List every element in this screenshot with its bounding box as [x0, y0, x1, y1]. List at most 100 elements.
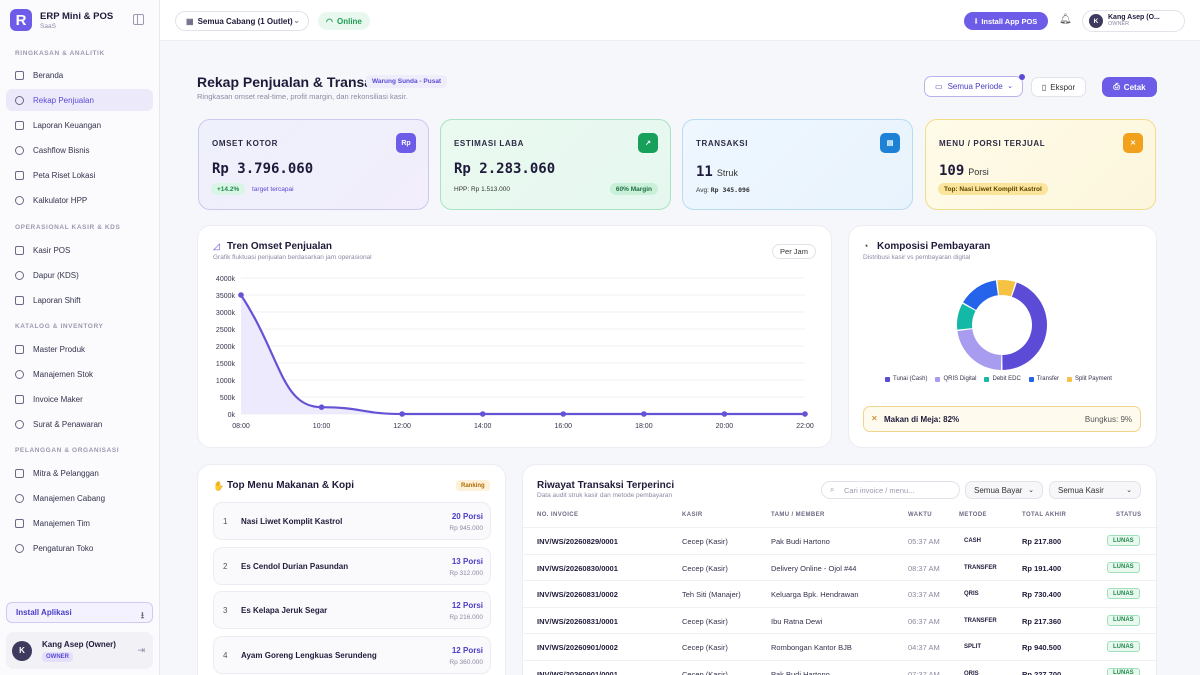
data-point[interactable] — [479, 411, 486, 417]
sidebar-item-kasir-pos[interactable]: Kasir POS — [6, 239, 153, 261]
user-menu[interactable]: K Kang Asep (O... OWNER — [1082, 10, 1185, 32]
table-row[interactable]: INV/WS/20260901/0002 Cecep (Kasir) Rombo… — [523, 633, 1156, 660]
sidebar-section-label: OPERASIONAL KASIR & KDS — [15, 224, 121, 231]
search-icon: ⌕ — [830, 485, 835, 494]
cell-waktu: 04:37 AM — [908, 643, 940, 652]
data-point[interactable] — [721, 411, 728, 417]
sidebar-item-mitra-pelanggan[interactable]: Mitra & Pelanggan — [6, 462, 153, 484]
outlet-badge: Warung Sunda - Pusat — [366, 75, 448, 88]
sidebar-item-pengaturan-toko[interactable]: Pengaturan Toko — [6, 537, 153, 559]
sidebar-item-surat-penawaran[interactable]: Surat & Penawaran — [6, 413, 153, 435]
print-button[interactable]: ⎙ Cetak — [1102, 77, 1157, 97]
stat-note: target tercapai — [252, 186, 294, 193]
data-point[interactable] — [802, 411, 808, 417]
cell-total: Rp 191.400 — [1022, 563, 1062, 573]
legend-item: Tunai (Cash) — [885, 376, 927, 382]
data-point[interactable] — [399, 411, 405, 417]
avatar: K — [1089, 14, 1103, 28]
rank-number: 2 — [223, 561, 228, 571]
sidebar-item-label: Manajemen Tim — [33, 518, 90, 528]
sidebar-item-laporan-shift[interactable]: Laporan Shift — [6, 289, 153, 311]
donut-slice[interactable] — [957, 303, 976, 330]
stat-label: MENU / PORSI TERJUAL — [939, 139, 1046, 148]
status-badge: LUNAS — [1107, 641, 1140, 652]
branch-selector[interactable]: ▦ Semua Cabang (1 Outlet) ⌄ — [175, 11, 309, 31]
donut-slice[interactable] — [997, 280, 1016, 297]
table-row[interactable]: INV/WS/20260901/0001 Cecep (Kasir) Pak B… — [523, 659, 1156, 675]
stat-card-omset: OMSET KOTOR Rp Rp 3.796.060 +14.2% targe… — [198, 119, 429, 210]
data-point[interactable] — [641, 411, 647, 417]
x-tick-label: 22:00 — [796, 423, 814, 430]
sidebar-item-rekap-penjualan[interactable]: Rekap Penjualan — [6, 89, 153, 111]
legend-item: QRIS Digital — [935, 376, 976, 382]
calendar-icon: ▭ — [935, 82, 943, 91]
sidebar-item-label: Cashflow Bisnis — [33, 145, 90, 155]
sidebar-item-kalkulator-hpp[interactable]: Kalkulator HPP — [6, 189, 153, 211]
table-row[interactable]: INV/WS/20260829/0001 Cecep (Kasir) Pak B… — [523, 527, 1156, 554]
cell-invoice: INV/WS/20260829/0001 — [537, 537, 618, 546]
sidebar-item-cashflow-bisnis[interactable]: Cashflow Bisnis — [6, 139, 153, 161]
dine-summary: ✕ Makan di Meja: 82% Bungkus: 9% — [863, 406, 1141, 432]
donut-slice[interactable] — [1002, 282, 1047, 370]
filter-cashier-select[interactable]: Semua Kasir ⌄ — [1049, 481, 1141, 499]
table-row[interactable]: INV/WS/20260831/0002 Teh Siti (Manajer) … — [523, 580, 1156, 607]
cell-tamu: Keluarga Bpk. Hendrawan — [771, 590, 859, 599]
sidebar-item-invoice-maker[interactable]: Invoice Maker — [6, 388, 153, 410]
filter-payment-select[interactable]: Semua Bayar ⌄ — [965, 481, 1043, 499]
table-row[interactable]: INV/WS/20260831/0001 Cecep (Kasir) Ibu R… — [523, 606, 1156, 634]
series-line — [240, 294, 805, 416]
data-point[interactable] — [238, 292, 244, 298]
manajemen-cabang-icon — [15, 493, 24, 503]
cell-invoice: INV/WS/20260831/0002 — [537, 590, 618, 599]
transaksi-count: 11 — [696, 164, 713, 180]
avg-label: Avg: — [696, 187, 709, 194]
stat-value: Rp 2.283.060 — [454, 161, 556, 177]
menu-rank-item[interactable]: 2 Es Cendol Durian Pasundan 13 Porsi Rp … — [213, 546, 491, 585]
search-input[interactable]: ⌕ Cari invoice / menu... — [821, 481, 960, 499]
sidebar-item-label: Manajemen Stok — [33, 369, 94, 379]
brand-subtitle: SaaS — [40, 22, 56, 30]
menu-rank-item[interactable]: 3 Es Kelapa Jeruk Segar 12 Porsi Rp 216.… — [213, 591, 491, 629]
branch-label: Semua Cabang (1 Outlet) — [197, 16, 293, 26]
table-row[interactable]: INV/WS/20260830/0001 Cecep (Kasir) Deliv… — [523, 553, 1156, 581]
bell-icon[interactable]: 🔔︎ — [1059, 14, 1072, 25]
status-badge: LUNAS — [1107, 588, 1140, 599]
sidebar-item-laporan-keuangan[interactable]: Laporan Keuangan — [6, 114, 153, 136]
cell-metode: TRANSFER — [964, 564, 997, 571]
per-jam-toggle[interactable]: Per Jam — [772, 244, 816, 259]
ranking-badge: Ranking — [456, 480, 490, 491]
x-tick-label: 18:00 — [635, 423, 653, 430]
sidebar-item-dapur-kds[interactable]: Dapur (KDS) — [6, 264, 153, 286]
sidebar-item-label: Kasir POS — [33, 245, 71, 255]
sidebar-collapse-icon[interactable] — [133, 14, 144, 25]
legend-label: QRIS Digital — [943, 376, 977, 382]
stat-label: TRANSAKSI — [696, 139, 749, 148]
utensils-icon: ✕ — [871, 414, 878, 423]
menu-rank-item[interactable]: 4 Ayam Goreng Lengkuas Serundeng 12 Pors… — [213, 635, 491, 674]
cell-metode: TRANSFER — [964, 617, 997, 624]
sidebar-item-master-produk[interactable]: Master Produk — [6, 338, 153, 360]
store-icon: ▦ — [186, 16, 194, 26]
legend-label: Transfer — [1036, 376, 1059, 382]
sidebar-item-manajemen-stok[interactable]: Manajemen Stok — [6, 363, 153, 385]
install-pos-button[interactable]: ⭳ Install App POS — [964, 12, 1048, 30]
period-selector[interactable]: ▭ Semua Periode ⌄ — [924, 74, 1025, 97]
menu-rank-item[interactable]: 1 Nasi Liwet Komplit Kastrol 20 Porsi Rp… — [213, 502, 491, 540]
donut-slice[interactable] — [957, 329, 1002, 370]
data-point[interactable] — [560, 411, 567, 417]
sidebar-item-beranda[interactable]: Beranda — [6, 64, 153, 86]
donut-slice[interactable] — [963, 280, 998, 310]
area-fill — [241, 295, 805, 414]
user-card[interactable]: K Kang Asep (Owner) OWNER ⇥ — [6, 632, 153, 669]
sidebar-item-label: Beranda — [33, 70, 64, 80]
sidebar-item-manajemen-tim[interactable]: Manajemen Tim — [6, 512, 153, 534]
data-point[interactable] — [318, 404, 325, 410]
menu-name: Nasi Liwet Komplit Kastrol — [241, 517, 343, 526]
sidebar-item-manajemen-cabang[interactable]: Manajemen Cabang — [6, 487, 153, 509]
logout-icon[interactable]: ⇥ — [137, 645, 145, 655]
sidebar-section-label: PELANGGAN & ORGANISASI — [15, 447, 120, 454]
export-button[interactable]: ▯ Ekspor — [1031, 77, 1086, 97]
brand[interactable]: R ERP Mini & POS SaaS — [10, 9, 113, 31]
install-app-button[interactable]: Install Aplikasi ⭳ — [6, 602, 153, 623]
sidebar-item-peta-riset-lokasi[interactable]: Peta Riset Lokasi — [6, 164, 153, 186]
